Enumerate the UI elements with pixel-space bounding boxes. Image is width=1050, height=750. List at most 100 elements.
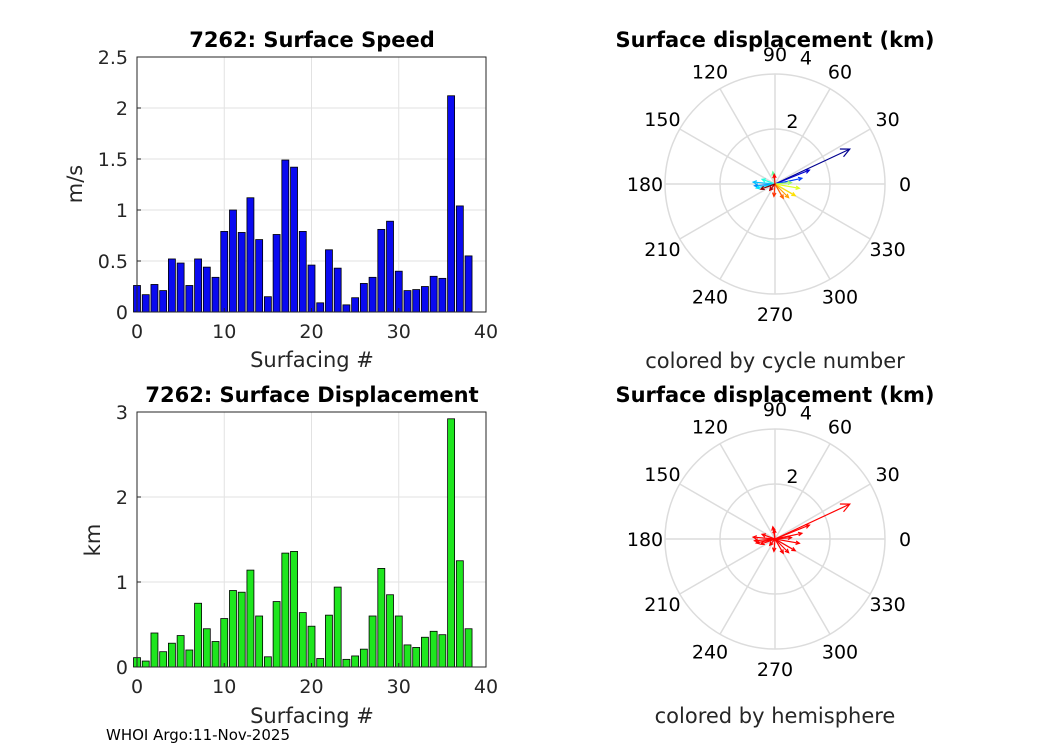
bar	[185, 285, 194, 313]
bar	[403, 644, 412, 668]
bar	[202, 628, 211, 668]
polar-displacement-cycle: Surface displacement (km) colored by cyc…	[615, 28, 934, 373]
polar-hemisphere-caption: colored by hemisphere	[655, 704, 896, 728]
vector-shaft	[773, 183, 776, 197]
bar	[368, 615, 377, 668]
bar	[377, 228, 386, 313]
bar	[325, 614, 333, 668]
bar	[246, 197, 255, 313]
vector-head	[759, 185, 765, 191]
y-tick-label: 2.5	[98, 47, 128, 69]
theta-tick-label: 150	[644, 109, 680, 131]
bar	[447, 418, 455, 668]
bar	[211, 276, 220, 313]
vector-shaft	[774, 183, 796, 197]
vector-shaft	[774, 524, 810, 540]
vector-head	[787, 180, 793, 186]
bar	[272, 234, 281, 313]
x-tick-label: 0	[131, 321, 143, 343]
displacement-vector	[759, 538, 776, 546]
vector-head	[779, 549, 784, 555]
bar	[159, 651, 168, 668]
theta-tick-label: 60	[828, 61, 852, 83]
bar	[159, 290, 168, 313]
bar	[220, 618, 229, 668]
vector-head	[797, 176, 804, 182]
bar	[237, 232, 246, 313]
y-tick-label: 1	[116, 200, 128, 222]
bar	[281, 552, 290, 668]
bar	[307, 264, 316, 313]
vector-head	[791, 192, 797, 197]
displacement-vector	[774, 148, 852, 185]
bar	[168, 642, 176, 668]
vector-head	[784, 193, 790, 199]
theta-tick-label: 90	[763, 399, 787, 421]
theta-tick-label: 90	[763, 44, 787, 66]
vector-head	[759, 540, 765, 546]
bar	[403, 290, 412, 313]
bar	[290, 166, 298, 313]
vector-shaft	[774, 538, 800, 544]
theta-tick-label: 240	[692, 287, 728, 309]
bar	[194, 258, 202, 313]
vector-shaft	[773, 174, 776, 185]
bar	[412, 647, 421, 668]
bar	[150, 632, 159, 668]
y-tick-label: 2	[116, 98, 128, 120]
theta-tick-label: 180	[627, 529, 663, 551]
bar	[298, 231, 307, 313]
x-tick-label: 40	[474, 321, 498, 343]
vector-head	[768, 186, 774, 192]
theta-tick-label: 150	[644, 464, 680, 486]
vector-head	[839, 148, 852, 158]
bar	[255, 239, 264, 313]
theta-tick-label: 30	[875, 109, 899, 131]
bar	[141, 660, 150, 668]
footer-credit: WHOI Argo:11-Nov-2025	[106, 726, 290, 744]
displacement-vector	[774, 538, 801, 545]
polar-hemisphere-title: Surface displacement (km)	[615, 383, 934, 407]
x-tick-label: 10	[212, 321, 236, 343]
vector-shaft	[773, 538, 776, 552]
bar	[438, 277, 447, 313]
x-tick-label: 20	[299, 321, 323, 343]
polar-ring	[664, 73, 886, 295]
bar	[168, 258, 176, 313]
polar-ring	[664, 428, 886, 650]
displacement-vector	[774, 503, 852, 540]
y-tick-label: 0.5	[98, 251, 128, 273]
bar	[386, 594, 394, 668]
theta-tick-label: 330	[869, 239, 905, 261]
y-tick-label: 0	[116, 302, 128, 324]
bar	[464, 255, 473, 313]
polar-displacement-hemisphere: Surface displacement (km) colored by hem…	[615, 383, 934, 728]
bar	[281, 159, 290, 313]
vector-shaft	[761, 533, 776, 540]
vector-head	[839, 503, 852, 513]
speed-chart-title: 7262: Surface Speed	[189, 28, 435, 52]
theta-tick-label: 180	[627, 174, 663, 196]
bar	[176, 635, 185, 668]
bar	[307, 625, 316, 668]
vector-head	[771, 547, 777, 553]
bar	[325, 249, 333, 313]
r-tick-label: 2	[786, 111, 798, 133]
vector-shaft	[753, 181, 776, 185]
vector-shaft	[774, 503, 851, 540]
bar	[429, 275, 438, 313]
vector-head	[772, 173, 777, 179]
displacement-vector	[768, 183, 776, 192]
vector-shaft	[761, 178, 776, 185]
vector-head	[771, 192, 777, 198]
vector-shaft	[774, 536, 792, 540]
bar	[455, 560, 464, 668]
speed-ylabel: m/s	[63, 165, 87, 203]
bar	[263, 296, 272, 313]
bar	[298, 612, 307, 668]
bar	[342, 658, 351, 668]
vector-head	[787, 535, 793, 541]
bar	[421, 636, 429, 668]
theta-tick-label: 0	[899, 174, 911, 196]
vector-head	[754, 185, 761, 190]
